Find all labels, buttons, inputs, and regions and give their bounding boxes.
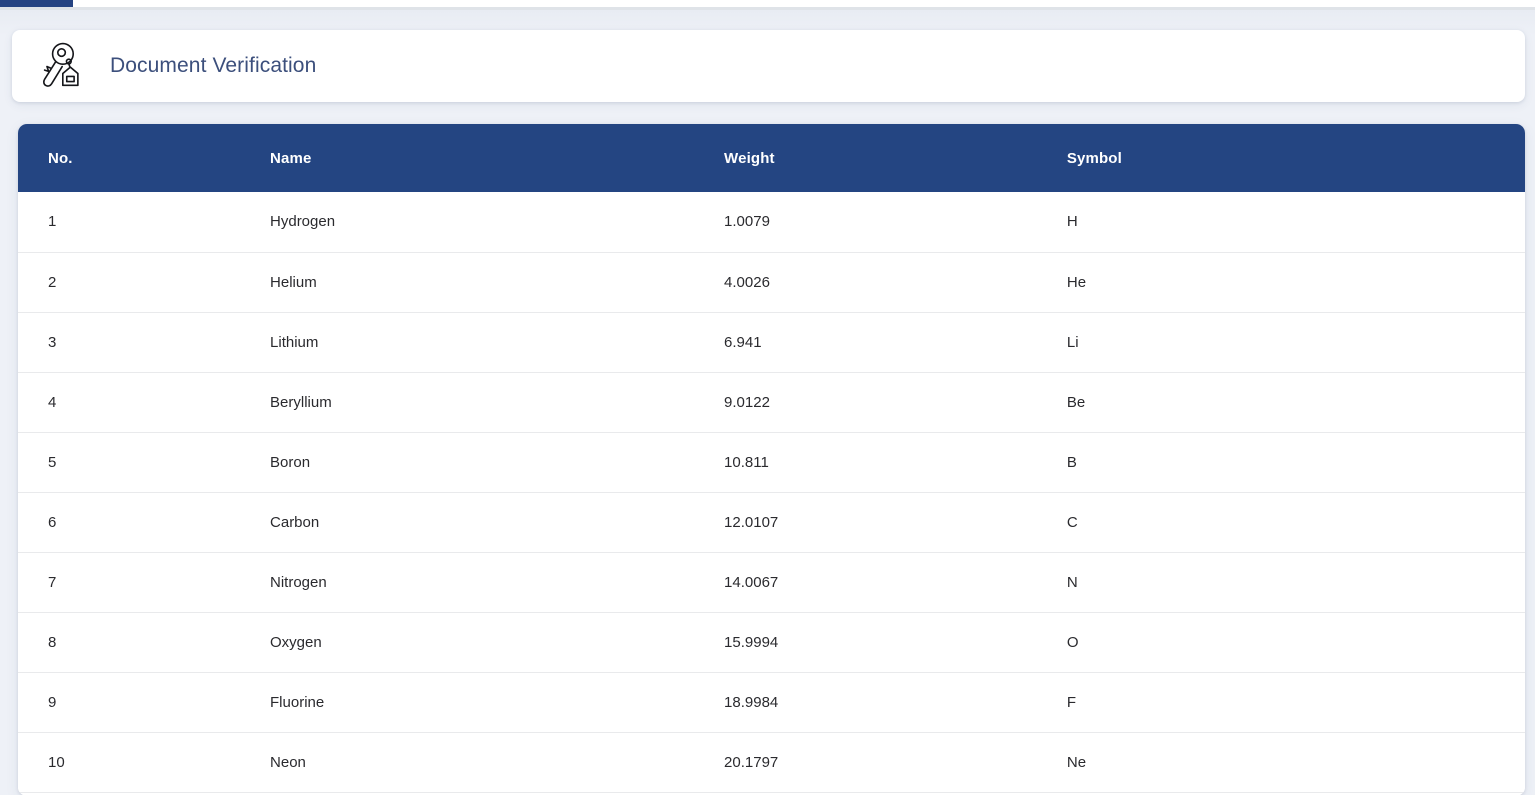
cell-name: Carbon — [270, 492, 725, 553]
cell-symbol: Li — [1066, 312, 1525, 373]
browser-top-strip — [0, 0, 1535, 7]
table-head: No. Name Weight Symbol — [18, 124, 1525, 192]
cell-no: 10 — [18, 732, 271, 793]
table-row[interactable]: 6 Carbon 12.0107 C — [18, 492, 1525, 553]
cell-name: Nitrogen — [270, 552, 725, 613]
cell-name: Helium — [270, 252, 725, 313]
cell-symbol: Ne — [1066, 732, 1525, 793]
cell-no: 6 — [18, 492, 271, 553]
table-row[interactable]: 4 Beryllium 9.0122 Be — [18, 372, 1525, 433]
table-body: 1 Hydrogen 1.0079 H 2 Helium 4.0026 He 3 Lithium 6… — [18, 192, 1525, 793]
cell-no: 5 — [18, 432, 271, 493]
table-row[interactable]: 8 Oxygen 15.9994 O — [18, 612, 1525, 673]
table-header-row: No. Name Weight Symbol — [18, 124, 1525, 192]
cell-name: Fluorine — [270, 672, 725, 733]
cell-weight: 9.0122 — [724, 372, 1067, 433]
table-row[interactable]: 3 Lithium 6.941 Li — [18, 312, 1525, 373]
table-row[interactable]: 2 Helium 4.0026 He — [18, 252, 1525, 313]
cell-no: 3 — [18, 312, 271, 373]
elements-table: No. Name Weight Symbol 1 Hydrogen 1.0079 H 2… — [18, 124, 1525, 793]
cell-no: 1 — [18, 192, 271, 253]
table-row[interactable]: 1 Hydrogen 1.0079 H — [18, 192, 1525, 253]
cell-symbol: Be — [1066, 372, 1525, 433]
table-row[interactable]: 9 Fluorine 18.9984 F — [18, 672, 1525, 733]
cell-weight: 20.1797 — [724, 732, 1067, 793]
cell-weight: 14.0067 — [724, 552, 1067, 613]
cell-weight: 1.0079 — [724, 192, 1067, 253]
cell-no: 7 — [18, 552, 271, 613]
key-house-tag-icon — [42, 42, 79, 87]
cell-weight: 6.941 — [724, 312, 1067, 373]
cell-no: 2 — [18, 252, 271, 313]
table-row[interactable]: 10 Neon 20.1797 Ne — [18, 732, 1525, 793]
cell-name: Lithium — [270, 312, 725, 373]
cell-weight: 4.0026 — [724, 252, 1067, 313]
cell-symbol: H — [1066, 192, 1525, 253]
cell-symbol: O — [1066, 612, 1525, 673]
cell-symbol: C — [1066, 492, 1525, 553]
column-header-symbol[interactable]: Symbol — [1066, 149, 1122, 167]
cell-no: 4 — [18, 372, 271, 433]
cell-no: 8 — [18, 612, 271, 673]
cell-symbol: B — [1066, 432, 1525, 493]
cell-no: 9 — [18, 672, 271, 733]
cell-weight: 12.0107 — [724, 492, 1067, 553]
page-canvas: Document Verification No. Name Weight Sy… — [0, 10, 1535, 795]
cell-symbol: N — [1066, 552, 1525, 613]
elements-table-card: No. Name Weight Symbol 1 Hydrogen 1.0079 H 2… — [18, 124, 1525, 795]
cell-symbol: He — [1066, 252, 1525, 313]
cell-name: Hydrogen — [270, 192, 725, 253]
column-header-no[interactable]: No. — [48, 149, 73, 167]
cell-weight: 15.9994 — [724, 612, 1067, 673]
column-header-name[interactable]: Name — [270, 149, 312, 167]
cell-name: Boron — [270, 432, 725, 493]
cell-name: Oxygen — [270, 612, 725, 673]
page-title: Document Verification — [110, 54, 317, 77]
cell-name: Beryllium — [270, 372, 725, 433]
active-tab-accent-bar — [0, 0, 73, 7]
table-row[interactable]: 7 Nitrogen 14.0067 N — [18, 552, 1525, 613]
table-row[interactable]: 5 Boron 10.811 B — [18, 432, 1525, 493]
top-divider — [0, 7, 1535, 10]
cell-weight: 10.811 — [724, 432, 1067, 493]
cell-weight: 18.9984 — [724, 672, 1067, 733]
page-header-card: Document Verification — [12, 30, 1525, 102]
cell-symbol: F — [1066, 672, 1525, 733]
cell-name: Neon — [270, 732, 725, 793]
column-header-weight[interactable]: Weight — [724, 149, 775, 167]
